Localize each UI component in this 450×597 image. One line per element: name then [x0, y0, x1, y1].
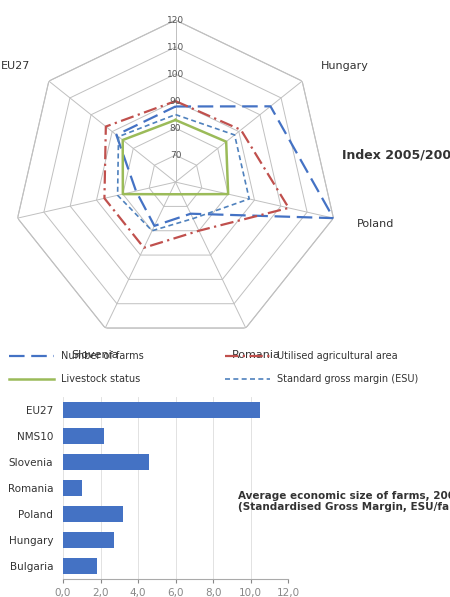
- Text: 80: 80: [170, 124, 181, 133]
- Bar: [63, 533, 113, 548]
- Text: 120: 120: [167, 16, 184, 24]
- Text: 90: 90: [170, 97, 181, 106]
- Text: Poland: Poland: [357, 219, 395, 229]
- Bar: [63, 428, 104, 444]
- Polygon shape: [18, 20, 333, 328]
- Text: Livestock status: Livestock status: [61, 374, 140, 384]
- Text: 110: 110: [167, 42, 184, 51]
- Text: Index 2005/200: Index 2005/200: [342, 149, 450, 162]
- Text: 70: 70: [170, 150, 181, 159]
- Text: Number of farms: Number of farms: [61, 351, 144, 361]
- Bar: [63, 506, 123, 522]
- Text: Utilised agricultural area: Utilised agricultural area: [277, 351, 397, 361]
- Text: Standard gross margin (ESU): Standard gross margin (ESU): [277, 374, 418, 384]
- Bar: [63, 402, 260, 418]
- Text: Hungary: Hungary: [321, 61, 369, 71]
- Text: Slovenia: Slovenia: [71, 350, 118, 360]
- Bar: [63, 480, 82, 496]
- Text: 100: 100: [167, 70, 184, 79]
- Text: Romania: Romania: [232, 350, 281, 360]
- Bar: [63, 558, 97, 574]
- Bar: [63, 454, 149, 470]
- Text: EU27: EU27: [0, 61, 30, 71]
- Text: Average economic size of farms, 2005
(Standardised Gross Margin, ESU/farm): Average economic size of farms, 2005 (St…: [238, 491, 450, 512]
